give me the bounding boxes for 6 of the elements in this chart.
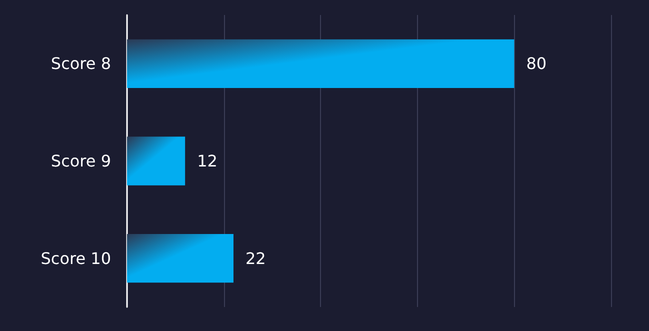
y-tick-label: Score 10 xyxy=(40,248,111,268)
data-label: 80 xyxy=(526,54,547,74)
data-label: 22 xyxy=(245,248,266,268)
y-tick-label: Score 9 xyxy=(50,152,111,170)
data-label: 12 xyxy=(197,152,218,170)
y-tick-label: Score 8 xyxy=(50,54,111,74)
